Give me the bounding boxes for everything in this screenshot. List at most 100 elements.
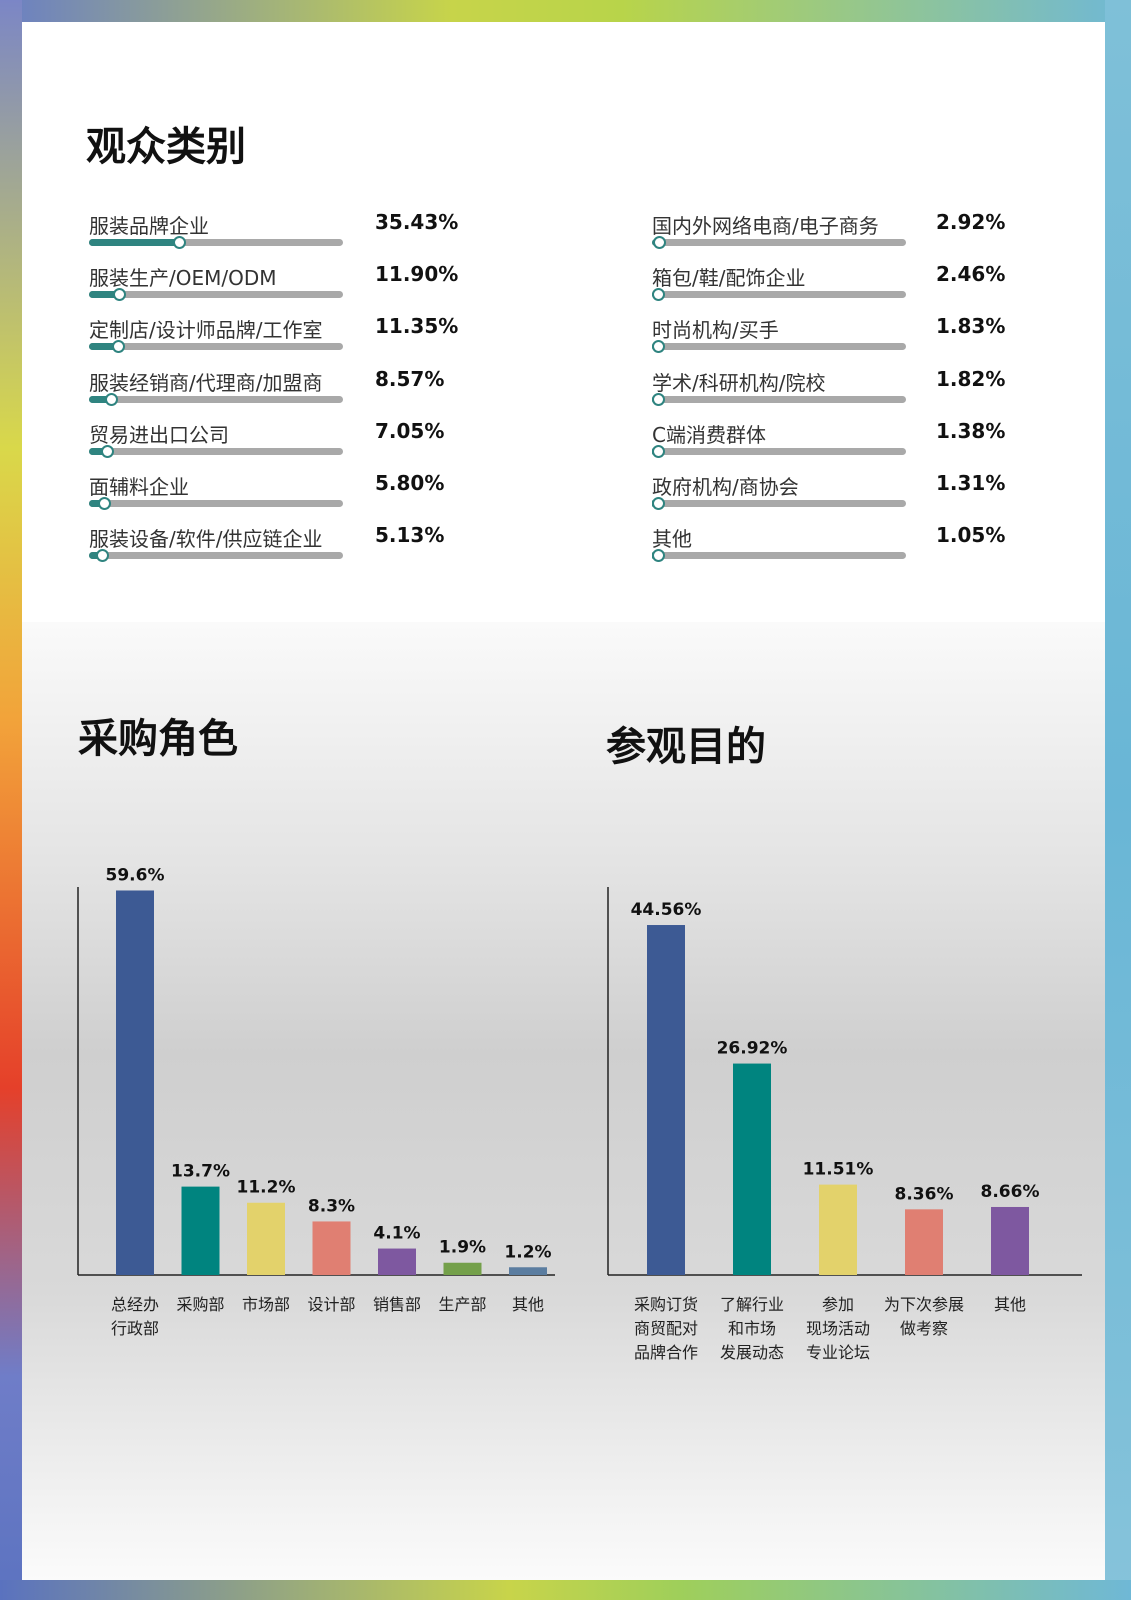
audience-row: 国内外网络电商/电子商务 2.92% <box>652 210 1072 260</box>
chart-bar <box>819 1184 857 1275</box>
category-tick-label: 市场部 <box>242 1295 290 1314</box>
audience-row: C端消费群体 1.38% <box>652 419 1072 469</box>
audience-label: 贸易进出口公司 <box>89 422 229 447</box>
audience-row: 面辅料企业 5.80% <box>89 471 509 521</box>
progress-knob <box>652 340 665 354</box>
audience-label: 面辅料企业 <box>89 475 189 499</box>
progress-knob <box>113 288 127 302</box>
category-tick-label: 参加 <box>822 1295 854 1314</box>
audience-percent: 35.43% <box>375 210 459 234</box>
chart-bar <box>733 1063 771 1275</box>
progress-knob <box>652 549 665 563</box>
category-tick-label: 品牌合作 <box>634 1343 698 1362</box>
audience-label: 其他 <box>652 527 692 552</box>
bar-value-label: 8.3% <box>308 1196 355 1216</box>
audience-label: 服装设备/软件/供应链企业 <box>89 527 323 552</box>
progress-track <box>652 392 906 406</box>
audience-percent: 8.57% <box>375 366 445 391</box>
gradient-border-right <box>1105 0 1131 1600</box>
progress-fill <box>89 395 111 403</box>
audience-percent: 2.46% <box>936 262 1006 287</box>
progress-fill <box>89 500 104 507</box>
progress-knob <box>111 340 125 354</box>
gradient-border-left <box>0 0 22 1600</box>
chart-bar <box>991 1206 1029 1275</box>
audience-label: 定制店/设计师品牌/工作室 <box>89 318 323 343</box>
audience-row: 学术/科研机构/院校 1.82% <box>652 367 1072 417</box>
bar-value-label: 59.6% <box>106 865 165 885</box>
audience-label: 服装经销商/代理商/加盟商 <box>89 370 323 395</box>
bar-value-label: 11.2% <box>237 1178 296 1198</box>
category-tick-label: 其他 <box>512 1295 544 1314</box>
progress-track <box>89 236 343 249</box>
audience-percent: 5.80% <box>375 471 445 495</box>
progress-track <box>652 549 906 563</box>
audience-percent: 1.82% <box>936 366 1006 391</box>
bar-value-label: 8.66% <box>981 1182 1040 1202</box>
gradient-border-bottom <box>0 1580 1131 1600</box>
bar-value-label: 26.92% <box>717 1039 788 1059</box>
progress-track <box>89 288 343 302</box>
audience-row: 其他 1.05% <box>652 523 1072 573</box>
progress-knob <box>172 236 186 249</box>
audience-row: 服装经销商/代理商/加盟商 8.57% <box>89 367 509 417</box>
progress-track <box>652 497 906 510</box>
progress-track <box>652 236 906 249</box>
category-tick-label: 采购部 <box>176 1295 224 1314</box>
chart-bar <box>312 1221 351 1275</box>
progress-knob <box>652 288 666 302</box>
category-tick-label: 总经办 <box>111 1295 159 1314</box>
audience-label: 政府机构/商协会 <box>652 475 799 499</box>
audience-percent: 1.83% <box>936 314 1006 339</box>
progress-knob <box>104 392 118 406</box>
audience-row: 时尚机构/买手 1.83% <box>652 314 1072 364</box>
audience-row: 定制店/设计师品牌/工作室 11.35% <box>89 314 509 364</box>
audience-label: C端消费群体 <box>652 422 766 447</box>
progress-track <box>89 444 343 458</box>
progress-knob <box>652 444 665 458</box>
progress-fill <box>89 447 107 455</box>
category-tick-label: 做考察 <box>900 1319 948 1338</box>
progress-track <box>652 288 906 302</box>
progress-track <box>652 340 906 354</box>
category-tick-label: 行政部 <box>111 1319 159 1338</box>
chart-bar <box>509 1267 547 1275</box>
progress-fill <box>89 552 103 560</box>
progress-track <box>89 392 343 406</box>
audience-percent: 11.90% <box>375 262 459 287</box>
audience-row: 服装品牌企业 35.43% <box>89 210 509 260</box>
progress-knob <box>653 236 667 249</box>
bar-value-label: 1.2% <box>504 1242 551 1262</box>
progress-track <box>89 549 343 563</box>
audience-row: 政府机构/商协会 1.31% <box>652 471 1072 521</box>
progress-knob <box>652 392 665 406</box>
audience-percent: 1.38% <box>936 418 1006 443</box>
audience-percent: 1.05% <box>936 523 1006 548</box>
progress-fill <box>89 239 179 246</box>
audience-label: 国内外网络电商/电子商务 <box>652 214 879 238</box>
audience-label: 时尚机构/买手 <box>652 318 779 343</box>
audience-percent: 11.35% <box>375 314 459 339</box>
progress-fill <box>89 343 118 351</box>
page-sheet: 观众类别 服装品牌企业 35.43% 服装生产/OEM/ODM 11.90% 定制店/设… <box>22 22 1105 1580</box>
category-tick-label: 销售部 <box>373 1295 421 1314</box>
bar-value-label: 1.9% <box>439 1238 486 1258</box>
category-tick-label: 了解行业 <box>720 1295 784 1314</box>
audience-section-title: 观众类别 <box>86 124 246 170</box>
category-tick-label: 专业论坛 <box>806 1343 870 1362</box>
chart-bar <box>378 1248 416 1275</box>
progress-fill <box>89 291 120 299</box>
audience-percent: 1.31% <box>936 471 1006 495</box>
category-tick-label: 发展动态 <box>720 1343 784 1362</box>
category-tick-label: 其他 <box>994 1295 1026 1314</box>
bar-value-label: 13.7% <box>171 1162 230 1182</box>
bar-value-label: 4.1% <box>373 1224 420 1244</box>
progress-knob <box>100 444 114 458</box>
category-tick-label: 和市场 <box>728 1319 776 1338</box>
category-tick-label: 商贸配对 <box>634 1319 698 1338</box>
audience-row: 服装设备/软件/供应链企业 5.13% <box>89 523 509 573</box>
category-tick-label: 采购订货 <box>634 1295 698 1314</box>
category-tick-label: 现场活动 <box>806 1319 870 1338</box>
